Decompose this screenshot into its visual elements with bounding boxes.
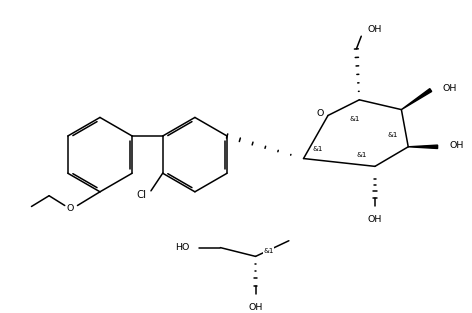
Polygon shape — [401, 89, 432, 110]
Text: OH: OH — [449, 141, 464, 150]
Text: &1: &1 — [388, 132, 398, 138]
Text: &1: &1 — [313, 146, 323, 152]
Text: &1: &1 — [349, 116, 360, 122]
Text: O: O — [316, 109, 324, 118]
Text: OH: OH — [368, 215, 382, 224]
Text: OH: OH — [367, 25, 381, 34]
Text: &1: &1 — [357, 151, 368, 158]
Text: OH: OH — [248, 303, 263, 312]
Polygon shape — [408, 145, 438, 148]
Text: HO: HO — [175, 243, 189, 252]
Text: O: O — [67, 204, 74, 213]
Text: OH: OH — [442, 84, 457, 93]
Text: &1: &1 — [263, 248, 274, 254]
Text: Cl: Cl — [136, 190, 146, 200]
